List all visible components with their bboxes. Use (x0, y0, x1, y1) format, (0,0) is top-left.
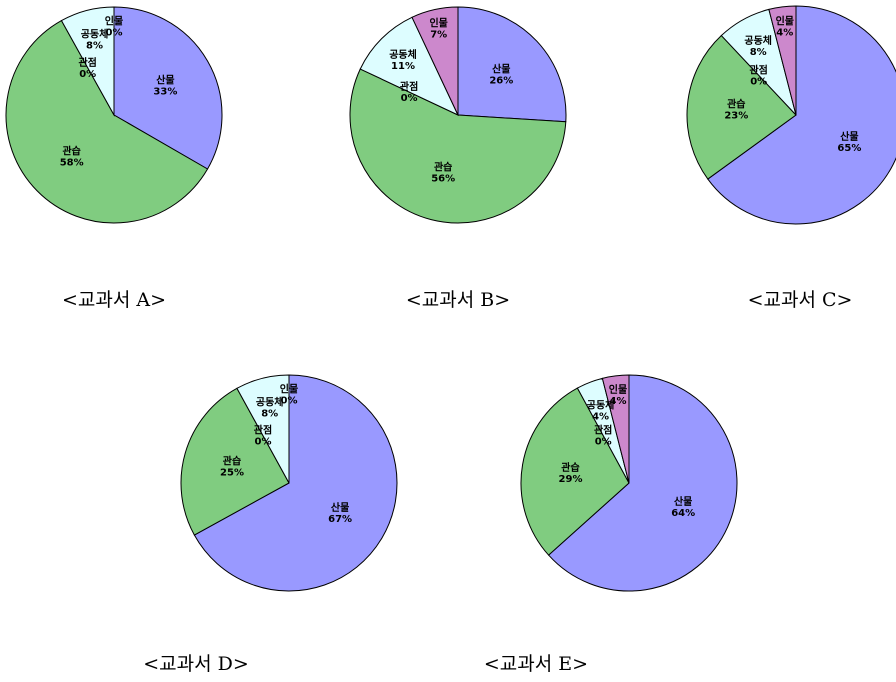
pie-2-label-gwanseup: 관습 23% (724, 97, 748, 121)
pie-2-label-gwanseup-name: 관습 (727, 97, 745, 110)
pie-4-label-sanmul-pct: 64% (671, 508, 695, 519)
pie-1-label-gongdongche-name: 공동체 (389, 48, 417, 61)
pie-3-label-gwanjeom-name: 관점 (254, 424, 272, 437)
pie-1-label-gongdongche-pct: 11% (391, 61, 415, 72)
pie-2-label-gongdongche-pct: 8% (750, 47, 767, 58)
pie-4-label-inmul: 인물 4% (609, 383, 627, 407)
pie-4-slice-inmul (601, 374, 630, 484)
pie-1-label-gwanjeom-name: 관점 (400, 80, 418, 93)
pie-3-label-gwanseup-pct: 25% (220, 467, 244, 478)
pie-1-label-inmul-name: 인물 (429, 17, 447, 30)
pie-0-label-gwanjeom: 관점 0% (78, 56, 96, 80)
pie-4-slice-sanmul (547, 374, 738, 592)
pie-4-label-gwanseup-pct: 29% (559, 474, 583, 485)
pie-3-label-gwanjeom: 관점 0% (254, 424, 272, 448)
pie-2-label-inmul-pct: 4% (776, 27, 793, 38)
pie-4-label-gwanjeom: 관점 0% (594, 424, 612, 448)
pie-2-label-sanmul: 산물 65% (837, 130, 861, 154)
pie-4-label-gwanseup-name: 관습 (561, 461, 579, 474)
pie-1-label-gwanseup-pct: 56% (431, 174, 455, 185)
pie-0-slice-sanmul (113, 6, 223, 170)
pie-2-slice-sanmul (707, 5, 896, 225)
pie-1-label-sanmul: 산물 26% (489, 62, 513, 86)
caption-textbook-b: <교과서 B> (406, 289, 510, 311)
pie-2-slice-gwanseup (686, 34, 797, 180)
pie-3-label-gongdongche: 공동체 8% (256, 396, 284, 420)
pie-3-label-inmul: 인물 0% (280, 382, 298, 406)
pie-1-label-gongdongche: 공동체 11% (389, 48, 417, 72)
pie-4-label-inmul-pct: 4% (610, 396, 627, 407)
pie-0-label-sanmul-pct: 33% (153, 86, 177, 97)
pie-1-slice-sanmul (457, 6, 567, 123)
pie-0-slice-gongdongche (60, 6, 115, 117)
caption-textbook-e: <교과서 E> (484, 653, 588, 675)
pie-0-label-gwanjeom-pct: 0% (79, 69, 96, 80)
pie-0-label-gongdongche: 공동체 8% (81, 28, 109, 52)
pie-3-slice-gwanseup (180, 387, 290, 536)
pie-0-label-gongdongche-name: 공동체 (81, 28, 109, 41)
pie-3-label-sanmul-name: 산물 (331, 501, 349, 514)
pie-2-label-gwanjeom-name: 관점 (749, 63, 767, 76)
pie-4-label-gwanseup: 관습 29% (559, 461, 583, 485)
pie-4-label-sanmul: 산물 64% (671, 495, 695, 519)
pie-3-label-gongdongche-name: 공동체 (256, 396, 284, 409)
pie-2-label-gongdongche: 공동체 8% (744, 34, 772, 58)
pie-0-label-gwanseup-name: 관습 (62, 145, 80, 158)
pie-0-label-sanmul-name: 산물 (156, 73, 174, 86)
pie-2-label-inmul: 인물 4% (776, 14, 794, 38)
pie-2-label-inmul-name: 인물 (776, 14, 794, 27)
pie-1-label-sanmul-name: 산물 (492, 62, 510, 75)
caption-textbook-d: <교과서 D> (143, 653, 249, 675)
pie-1-label-gwanjeom: 관점 0% (400, 80, 418, 104)
pie-3-label-gwanjeom-pct: 0% (255, 437, 272, 448)
pie-1-label-inmul: 인물 7% (429, 17, 447, 41)
pie-3-slice-gongdongche (236, 374, 290, 484)
pie-2-label-gongdongche-name: 공동체 (744, 34, 772, 47)
pie-1-slice-gwanseup (349, 68, 567, 224)
pie-0-label-inmul-name: 인물 (105, 14, 123, 27)
pie-1-slice-inmul (411, 6, 459, 116)
pie-4-label-sanmul-name: 산물 (674, 495, 692, 508)
pie-4-label-inmul-name: 인물 (609, 383, 627, 396)
caption-textbook-c: <교과서 C> (748, 289, 853, 311)
pie-2-label-sanmul-pct: 65% (837, 143, 861, 154)
pie-0-label-gwanseup-pct: 58% (60, 158, 84, 169)
pie-0-label-inmul: 인물 0% (105, 14, 123, 38)
pie-3-label-inmul-name: 인물 (280, 382, 298, 395)
pie-2-label-gwanseup-pct: 23% (724, 110, 748, 121)
pie-2-label-sanmul-name: 산물 (840, 130, 858, 143)
pie-0-label-gongdongche-pct: 8% (86, 41, 103, 52)
pie-3-label-gongdongche-pct: 8% (261, 409, 278, 420)
pie-0-slice-gwanseup (5, 19, 209, 224)
pie-2-slice-inmul (768, 5, 797, 116)
pie-0-label-sanmul: 산물 33% (153, 73, 177, 97)
pie-3-label-gwanseup-name: 관습 (223, 454, 241, 467)
pie-4-label-gwanjeom-pct: 0% (595, 437, 612, 448)
pie-3-label-gwanseup: 관습 25% (220, 454, 244, 478)
pie-4-label-gwanjeom-name: 관점 (594, 424, 612, 437)
pie-0-label-gwanseup: 관습 58% (60, 145, 84, 169)
pie-3-slice-sanmul (193, 374, 398, 592)
pie-3-label-inmul-pct: 0% (281, 395, 298, 406)
pie-1-slice-gongdongche (359, 16, 460, 117)
pie-4-label-gongdongche-name: 공동체 (587, 399, 615, 412)
pie-2-label-gwanjeom-pct: 0% (750, 76, 767, 87)
pie-3-label-sanmul: 산물 67% (328, 501, 352, 525)
pie-3-label-sanmul-pct: 67% (328, 514, 352, 525)
pie-0-label-inmul-pct: 0% (106, 27, 123, 38)
pie-4-label-gongdongche: 공동체 4% (587, 399, 615, 423)
pie-0-label-gwanjeom-name: 관점 (78, 56, 96, 69)
pie-1-label-inmul-pct: 7% (430, 30, 447, 41)
pie-1-label-gwanjeom-pct: 0% (401, 93, 418, 104)
pie-4-label-gongdongche-pct: 4% (592, 412, 609, 423)
pie-1-label-gwanseup: 관습 56% (431, 161, 455, 185)
caption-textbook-a: <교과서 A> (62, 289, 166, 311)
pie-1-label-sanmul-pct: 26% (489, 75, 513, 86)
pie-4-slice-gwanseup (520, 387, 630, 556)
pie-2-label-gwanjeom: 관점 0% (749, 63, 767, 87)
pie-1-label-gwanseup-name: 관습 (434, 161, 452, 174)
